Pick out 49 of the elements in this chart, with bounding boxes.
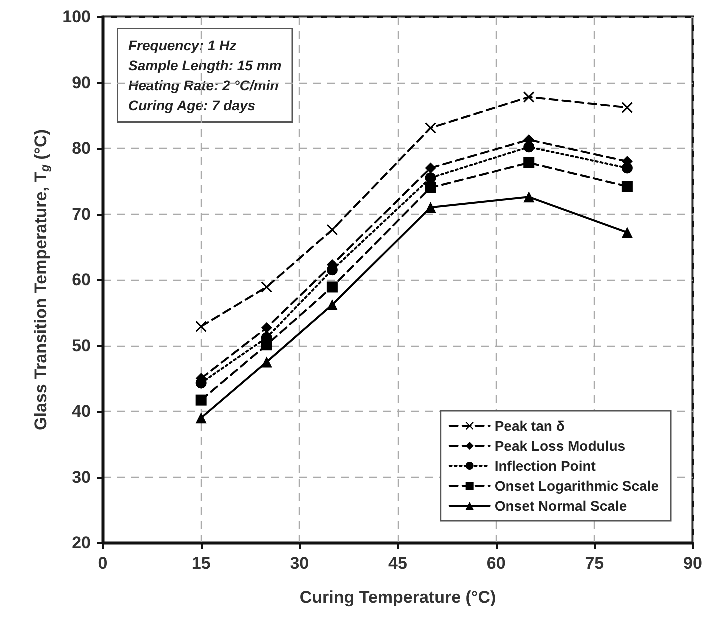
point <box>326 224 338 236</box>
y-tick-label: 50 <box>72 336 91 356</box>
annotation: Sample Length: 15 mm <box>128 58 282 74</box>
x-tick-label: 60 <box>486 554 506 573</box>
point <box>622 181 633 192</box>
point <box>326 299 338 310</box>
y-tick-label: 70 <box>72 204 91 224</box>
point <box>196 412 207 424</box>
y-axis-title: Glass Transition Temperature, Tg (°C) <box>32 130 52 430</box>
y-tick-label: 60 <box>72 270 91 290</box>
annotation: Frequency: 1 Hz <box>128 38 237 54</box>
y-tick-label: 100 <box>62 8 91 26</box>
x-tick-label: 30 <box>290 554 310 573</box>
y-tick-label: 90 <box>72 73 91 92</box>
point <box>622 162 633 174</box>
legend-label: Peak tan δ <box>494 418 565 434</box>
y-tick-label: 40 <box>72 402 91 421</box>
point <box>261 322 272 334</box>
point <box>524 157 535 168</box>
point <box>261 282 272 293</box>
y-tick-label: 30 <box>72 468 91 487</box>
x-tick-label: 15 <box>192 554 211 573</box>
x-tick-label: 0 <box>98 554 108 573</box>
point <box>326 282 338 293</box>
y-tick-label: 80 <box>72 139 91 158</box>
x-axis-title: Curing Temperature (°C) <box>300 588 496 607</box>
point <box>524 142 535 153</box>
point <box>196 321 207 332</box>
point <box>622 102 633 114</box>
x-tick-label: 90 <box>684 554 702 573</box>
x-tick-label: 75 <box>585 554 604 573</box>
point <box>524 192 535 203</box>
legend-label: Peak Loss Modulus <box>494 438 626 454</box>
point <box>196 394 207 406</box>
point <box>261 356 272 368</box>
point <box>622 227 633 238</box>
point <box>425 172 436 184</box>
point <box>425 182 436 194</box>
point <box>524 92 535 103</box>
x-tick-label: 45 <box>388 554 408 573</box>
annotation: Curing Age: 7 days <box>128 98 256 114</box>
legend-label: Inflection Point <box>494 458 596 474</box>
point <box>425 122 436 134</box>
legend-label: Onset Normal Scale <box>494 498 628 514</box>
y-tick-label: 20 <box>72 534 91 552</box>
point <box>425 202 436 214</box>
legend-label: Onset Logarithmic Scale <box>494 478 660 494</box>
point <box>326 264 338 276</box>
point <box>425 162 436 174</box>
